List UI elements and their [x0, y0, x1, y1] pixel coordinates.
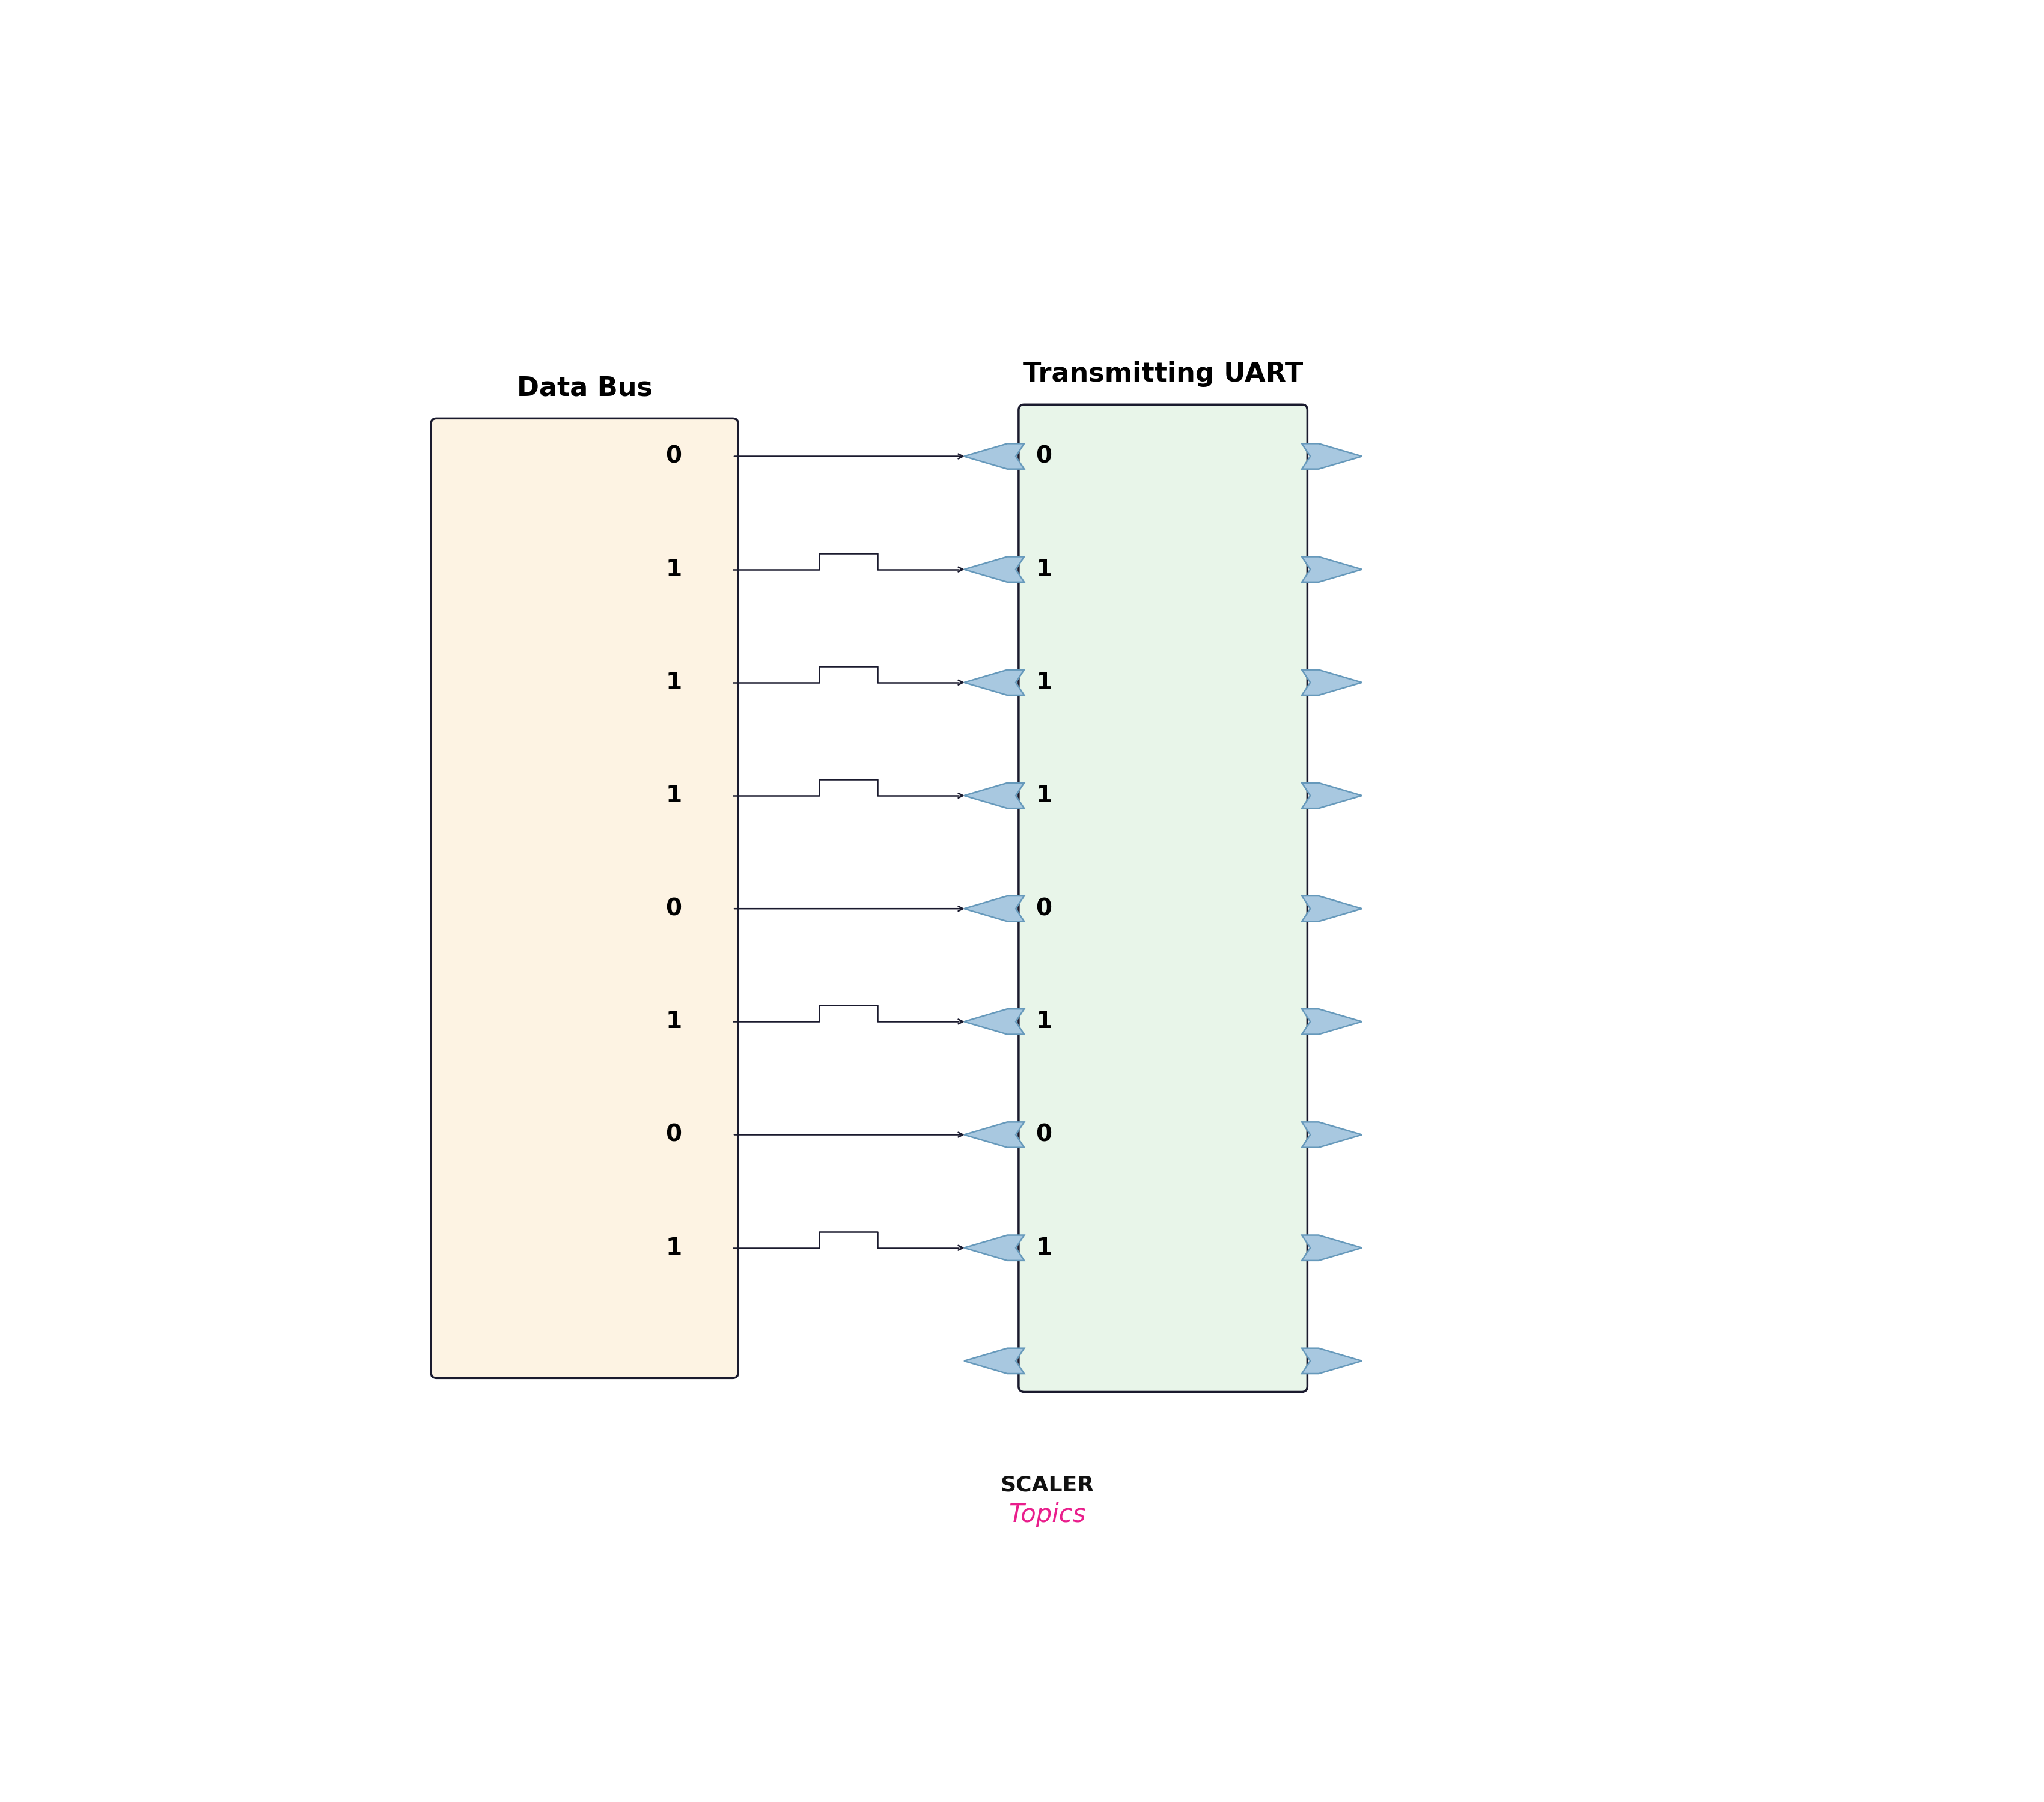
Polygon shape	[965, 557, 1024, 582]
FancyBboxPatch shape	[1018, 404, 1308, 1391]
Polygon shape	[965, 896, 1024, 921]
Polygon shape	[1302, 1123, 1361, 1148]
Polygon shape	[1302, 782, 1361, 809]
Text: 1: 1	[666, 1011, 683, 1033]
Text: 1: 1	[1036, 1236, 1053, 1260]
Text: 1: 1	[666, 559, 683, 580]
Polygon shape	[965, 1009, 1024, 1034]
Polygon shape	[965, 443, 1024, 469]
Text: 1: 1	[1036, 1011, 1053, 1033]
Text: 0: 0	[1036, 445, 1053, 469]
Polygon shape	[1302, 443, 1361, 469]
Polygon shape	[965, 1234, 1024, 1261]
Text: 1: 1	[666, 670, 683, 694]
Text: Transmitting UART: Transmitting UART	[1022, 360, 1304, 387]
Polygon shape	[965, 670, 1024, 696]
Text: 1: 1	[1036, 784, 1053, 807]
Text: SCALER: SCALER	[1000, 1474, 1094, 1496]
Text: 1: 1	[666, 784, 683, 807]
Polygon shape	[1302, 557, 1361, 582]
Polygon shape	[965, 782, 1024, 809]
Text: 0: 0	[1036, 897, 1053, 921]
Text: 1: 1	[1036, 559, 1053, 580]
Text: 1: 1	[1036, 670, 1053, 694]
Text: 1: 1	[666, 1236, 683, 1260]
Polygon shape	[965, 1123, 1024, 1148]
Polygon shape	[1302, 1234, 1361, 1261]
Text: 0: 0	[666, 445, 683, 469]
Polygon shape	[965, 1348, 1024, 1373]
Text: Topics: Topics	[1010, 1503, 1085, 1528]
Text: 0: 0	[1036, 1123, 1053, 1146]
Polygon shape	[1302, 1348, 1361, 1373]
Polygon shape	[1302, 1009, 1361, 1034]
Text: 0: 0	[666, 897, 683, 921]
Polygon shape	[1302, 896, 1361, 921]
Text: Data Bus: Data Bus	[517, 375, 652, 400]
Polygon shape	[1302, 670, 1361, 696]
FancyBboxPatch shape	[431, 418, 738, 1379]
Text: 0: 0	[666, 1123, 683, 1146]
